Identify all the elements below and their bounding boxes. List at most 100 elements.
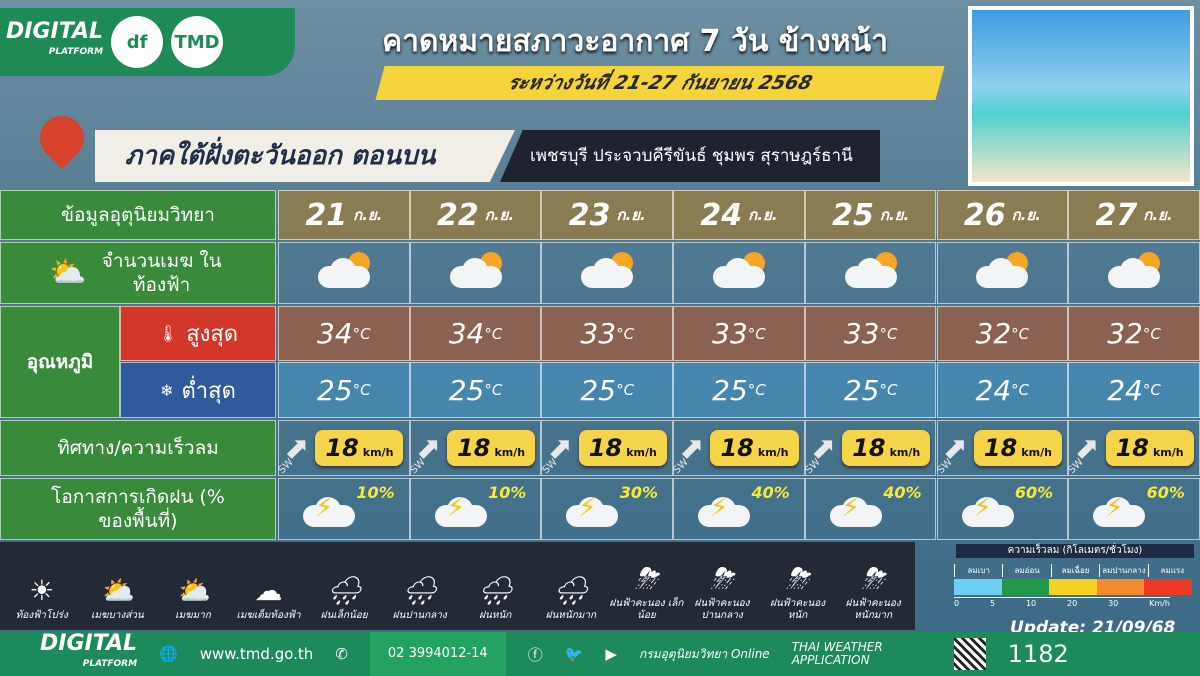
wind-cell: ⬈ SW 18 km/h [672, 420, 805, 476]
min-label: ❄ ต่ำสุด [120, 362, 276, 418]
wind-tick: Km/h [1149, 599, 1170, 608]
weather-icon: ⛈ [786, 562, 809, 595]
max-temp: 33 °C [541, 306, 674, 361]
rain-cell: ⚡ 10% [409, 478, 542, 540]
rain-percent: 40% [883, 483, 922, 502]
wind-level-swatch [1049, 579, 1097, 595]
rain-percent: 10% [488, 483, 527, 502]
cloud-cell [541, 242, 674, 304]
wind-scale-title: ความเร็วลม (กิโลเมตร/ชั่วโมง) [956, 544, 1194, 558]
wind-cell: ⬈ SW 18 km/h [803, 420, 937, 476]
cloud-cell [936, 242, 1069, 304]
max-temp: 34 °C [278, 306, 410, 361]
date-range: ระหว่างวันที่ 21-27 กันยายน 2568 [375, 66, 945, 100]
rain-cell: ⚡ 40% [673, 478, 805, 540]
thailand-map-image [968, 6, 1194, 186]
weather-icon: 🌧 [401, 574, 438, 607]
rain-percent: 60% [1146, 483, 1185, 502]
dept-online: กรมอุตุนิยมวิทยา Online [638, 646, 770, 661]
footer-digital-logo: DIGITAL PLATFORM [40, 631, 138, 670]
lightning-icon: ⚡ [315, 493, 334, 523]
thermometer-hot-icon: 🌡 [157, 324, 179, 343]
legend-item: ⛈ ฝนฟ้าคะนอง หนัก [761, 560, 835, 622]
legend-item: ⛈ ฝนฟ้าคะนอง เล็กน้อย [609, 562, 684, 621]
brand-logos: DIGITAL PLATFORM df TMD [0, 8, 295, 76]
legend-item: ⛈ ฝนฟ้าคะนอง ปานกลาง [685, 560, 759, 622]
mostly-cloudy-icon [972, 252, 1032, 290]
wind-label: ทิศทาง/ความเร็วลม [0, 420, 276, 476]
legend-item: 🌧 ฝนหนัก [458, 572, 532, 622]
date-header: 23 ก.ย. [541, 190, 674, 240]
weather-app[interactable]: THAI WEATHER APPLICATION [791, 640, 883, 667]
partly-cloudy-icon [314, 252, 374, 290]
legend-item: 🌧 ฝนหนักมาก [534, 572, 608, 622]
legend-item: ☀ ท้องฟ้าโปร่ง [5, 572, 79, 622]
twitter-icon[interactable]: 🐦 [564, 645, 584, 663]
wind-direction-arrow-icon: ⬈ SW [803, 430, 837, 476]
min-temp: 25 °C [278, 362, 410, 418]
legend-item: 🌧 ฝนเล็กน้อย [307, 572, 381, 622]
cloud-cell [673, 242, 805, 304]
min-temp: 25 °C [409, 362, 542, 418]
rain-percent: 30% [619, 483, 659, 502]
wind-speed-badge: 18 km/h [842, 430, 931, 466]
rain-cell: ⚡ 10% [278, 478, 410, 540]
thunderstorm-icon [826, 495, 886, 529]
youtube-icon[interactable]: ▶ [605, 645, 617, 663]
thunderstorm-icon [1089, 495, 1149, 529]
wind-direction-arrow-icon: ⬈ SW [276, 430, 310, 476]
lightning-icon: ⚡ [1105, 493, 1124, 523]
wind-direction-arrow-icon: ⬈ SW [540, 430, 573, 476]
wind-level-label: ลมอ่อน [1002, 564, 1050, 577]
snowflake-icon: ❄ [160, 380, 174, 400]
legend-item: ⛈ ฝนฟ้าคะนอง หนักมาก [836, 560, 910, 622]
date-header: 25 ก.ย. [804, 190, 937, 240]
partly-cloudy-icon [841, 252, 901, 290]
wind-speed-badge: 18 km/h [447, 430, 536, 466]
rain-percent: 10% [356, 483, 395, 502]
legend-item: ⛅ เมฆบางส่วน [80, 572, 154, 622]
rain-cell: ⚡ 40% [804, 478, 937, 540]
partly-cloudy-icon [577, 252, 637, 290]
min-temp: 25 °C [804, 362, 937, 418]
weather-icon: 🌧 [553, 574, 589, 607]
lightning-icon: ⚡ [841, 493, 861, 523]
wind-level-label: ลมเบา [954, 564, 1002, 577]
mostly-cloudy-icon [1104, 252, 1164, 290]
wind-level-label: ลมแรง [1147, 564, 1196, 577]
thunderstorm-icon [562, 495, 622, 529]
website-link[interactable]: www.tmd.go.th [199, 645, 314, 663]
partly-cloudy-icon [709, 252, 769, 290]
phone-number[interactable]: 02 3994012-14 [369, 632, 506, 676]
wind-tick: 0 [954, 599, 960, 608]
wind-level-swatch [954, 579, 1002, 595]
wind-cell: ⬈ SW 18 km/h [408, 420, 542, 476]
weather-icon: 🌧 [326, 574, 362, 607]
max-label: 🌡 สูงสุด [120, 306, 276, 361]
thunderstorm-icon [958, 495, 1018, 529]
thunderstorm-icon [299, 495, 359, 529]
wind-level-label: ลมเฉื่อย [1050, 564, 1099, 577]
min-temp: 24 °C [936, 362, 1069, 418]
footer: DIGITAL PLATFORM 🌐 www.tmd.go.th ✆ 02 399… [0, 632, 1200, 676]
lightning-icon: ⚡ [973, 493, 992, 523]
thunderstorm-icon [694, 495, 754, 529]
wind-direction-arrow-icon: ⬈ SW [935, 430, 968, 476]
rain-cell: ⚡ 30% [541, 478, 674, 540]
max-temp: 34 °C [409, 306, 542, 361]
rain-percent: 40% [751, 483, 790, 502]
weather-icon: 🌧 [477, 574, 514, 607]
thunderstorm-icon [431, 495, 491, 529]
location-pin-icon [30, 106, 94, 170]
qr-code [953, 638, 986, 670]
digital-platform-logo: DIGITAL PLATFORM [6, 19, 104, 58]
weather-icon: ⛅ [175, 574, 211, 607]
facebook-icon[interactable]: ⓕ [527, 645, 543, 664]
wind-level-swatch [1096, 579, 1145, 595]
cloud-cell [1068, 242, 1200, 304]
wind-speed-badge: 18 km/h [315, 430, 404, 466]
weather-icon: ⛅ [99, 574, 135, 607]
cloud-cell [278, 242, 410, 304]
wind-speed-badge: 18 km/h [710, 430, 799, 466]
cloud-label: ⛅ จำนวนเมฆ ในท้องฟ้า [0, 242, 276, 304]
